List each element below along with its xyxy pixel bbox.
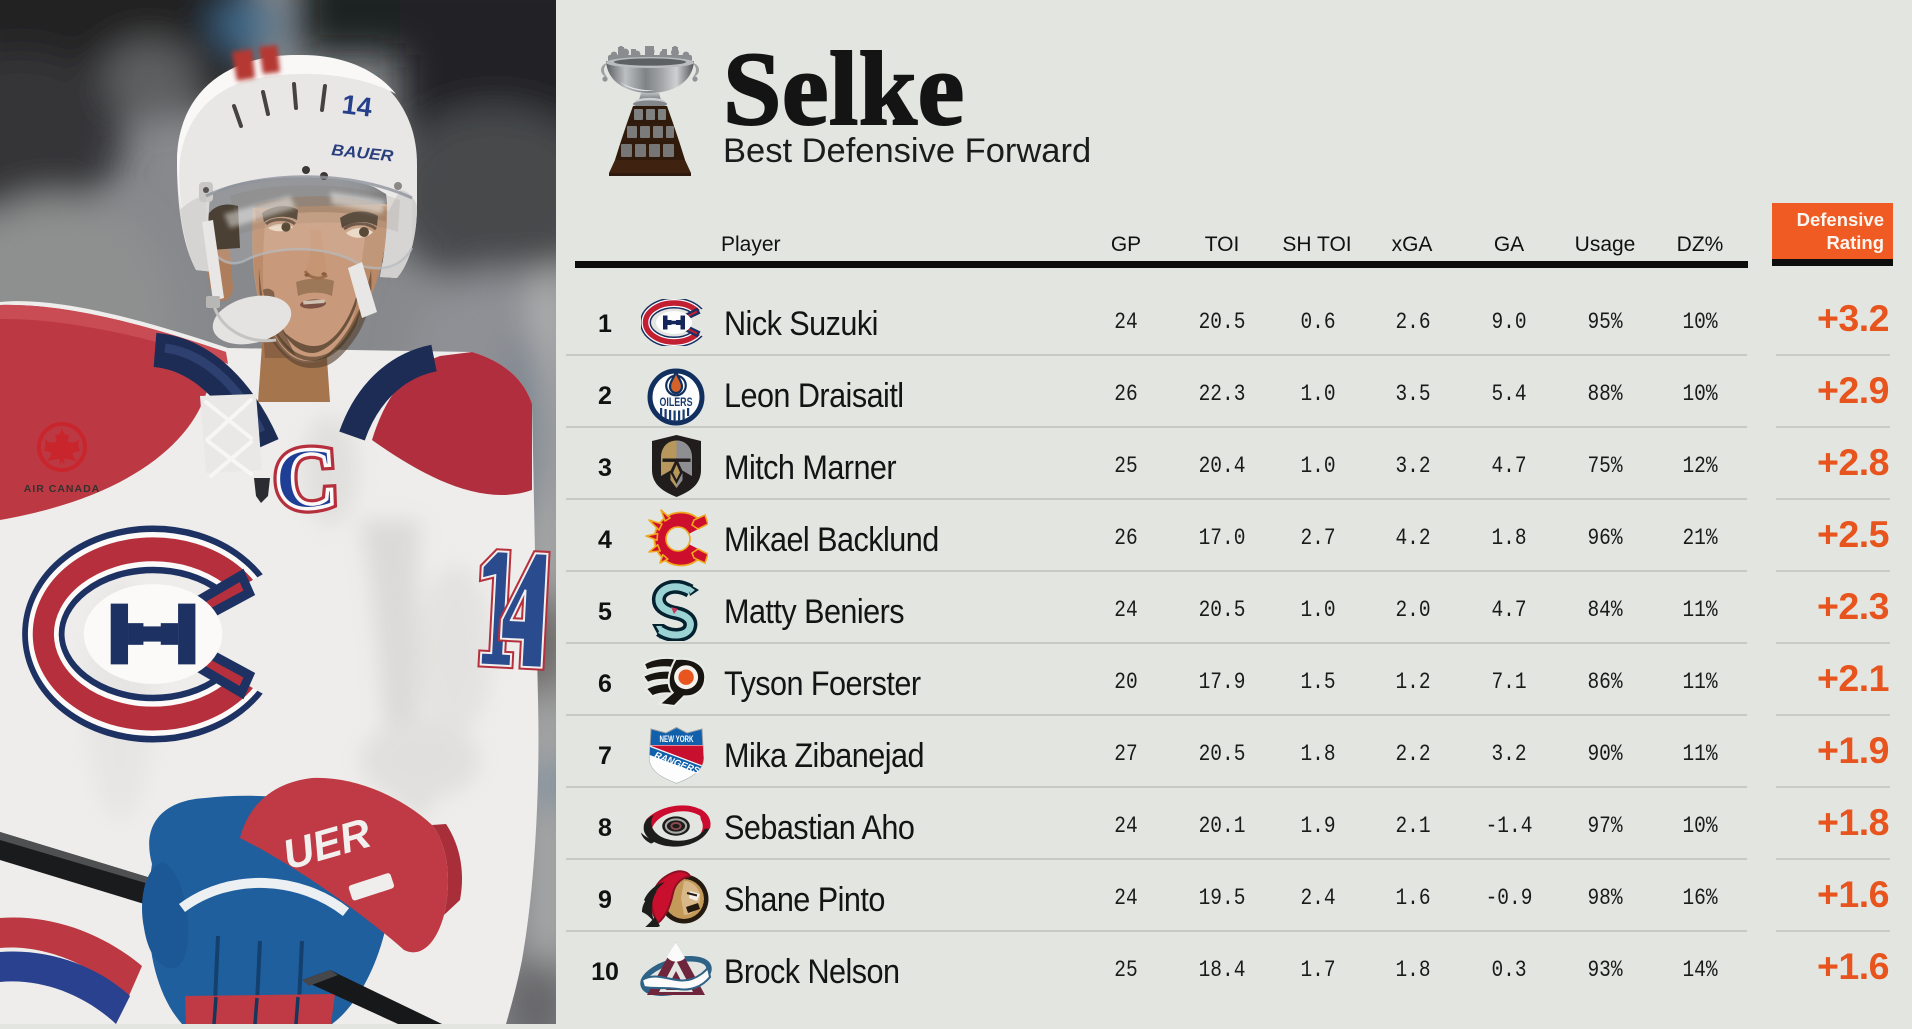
- svg-text:14: 14: [340, 89, 373, 122]
- svg-text:BAUER: BAUER: [331, 142, 395, 165]
- svg-text:C: C: [272, 429, 341, 529]
- svg-text:AIR CANADA: AIR CANADA: [24, 483, 101, 495]
- svg-text:C: C: [272, 429, 341, 529]
- svg-text:OILERS: OILERS: [660, 395, 693, 409]
- svg-text:NEW YORK: NEW YORK: [659, 734, 693, 745]
